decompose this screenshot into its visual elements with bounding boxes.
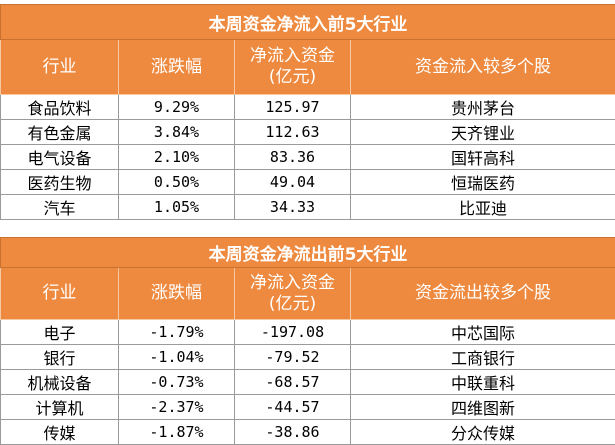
table-row: 电子 -1.79% -197.08 中芯国际 [1,320,615,345]
netflow-cell: 49.04 [235,170,351,195]
industry-cell: 有色金属 [1,120,119,145]
table-row: 医药生物 0.50% 49.04 恒瑞医药 [1,170,615,195]
table-row: 电气设备 2.10% 83.36 国轩高科 [1,145,615,170]
industry-cell: 计算机 [1,395,119,420]
change-cell: -0.73% [119,370,235,395]
netflow-cell: -38.86 [235,420,351,445]
outflow-header-netflow: 净流入资金 (亿元) [235,268,351,320]
table-row: 有色金属 3.84% 112.63 天齐锂业 [1,120,615,145]
change-cell: -1.04% [119,345,235,370]
industry-cell: 电气设备 [1,145,119,170]
stock-cell: 恒瑞医药 [351,170,615,195]
table-row: 计算机 -2.37% -44.57 四维图新 [1,395,615,420]
netflow-cell: 112.63 [235,120,351,145]
outflow-header-stocks: 资金流出较多个股 [351,268,615,320]
inflow-table: 本周资金净流入前5大行业 行业 涨跌幅 净流入资金 (亿元) 资金流入较多个股 … [0,4,615,220]
industry-cell: 医药生物 [1,170,119,195]
stock-cell: 国轩高科 [351,145,615,170]
industry-cell: 电子 [1,320,119,345]
change-cell: 9.29% [119,95,235,120]
outflow-header-industry: 行业 [1,268,119,320]
table-row: 银行 -1.04% -79.52 工商银行 [1,345,615,370]
industry-cell: 汽车 [1,195,119,220]
stock-cell: 中芯国际 [351,320,615,345]
netflow-cell: 83.36 [235,145,351,170]
table-row: 食品饮料 9.29% 125.97 贵州茅台 [1,95,615,120]
stock-cell: 比亚迪 [351,195,615,220]
stock-cell: 分众传媒 [351,420,615,445]
outflow-table: 本周资金净流出前5大行业 行业 涨跌幅 净流入资金 (亿元) 资金流出较多个股 … [0,237,615,445]
table-row: 汽车 1.05% 34.33 比亚迪 [1,195,615,220]
change-cell: 0.50% [119,170,235,195]
netflow-cell: -68.57 [235,370,351,395]
table-row: 机械设备 -0.73% -68.57 中联重科 [1,370,615,395]
industry-cell: 机械设备 [1,370,119,395]
inflow-header-change: 涨跌幅 [119,40,235,95]
outflow-table-title: 本周资金净流出前5大行业 [1,238,615,268]
stock-cell: 四维图新 [351,395,615,420]
stock-cell: 天齐锂业 [351,120,615,145]
inflow-header-industry: 行业 [1,40,119,95]
netflow-cell: -79.52 [235,345,351,370]
change-cell: 3.84% [119,120,235,145]
industry-cell: 食品饮料 [1,95,119,120]
change-cell: -2.37% [119,395,235,420]
change-cell: -1.87% [119,420,235,445]
netflow-cell: 125.97 [235,95,351,120]
inflow-table-title: 本周资金净流入前5大行业 [1,5,615,40]
netflow-cell: 34.33 [235,195,351,220]
change-cell: 1.05% [119,195,235,220]
netflow-cell: -44.57 [235,395,351,420]
table-row: 传媒 -1.87% -38.86 分众传媒 [1,420,615,445]
stock-cell: 贵州茅台 [351,95,615,120]
inflow-header-stocks: 资金流入较多个股 [351,40,615,95]
stock-cell: 中联重科 [351,370,615,395]
stock-cell: 工商银行 [351,345,615,370]
change-cell: -1.79% [119,320,235,345]
change-cell: 2.10% [119,145,235,170]
netflow-cell: -197.08 [235,320,351,345]
industry-cell: 银行 [1,345,119,370]
inflow-header-netflow: 净流入资金 (亿元) [235,40,351,95]
outflow-header-change: 涨跌幅 [119,268,235,320]
industry-cell: 传媒 [1,420,119,445]
